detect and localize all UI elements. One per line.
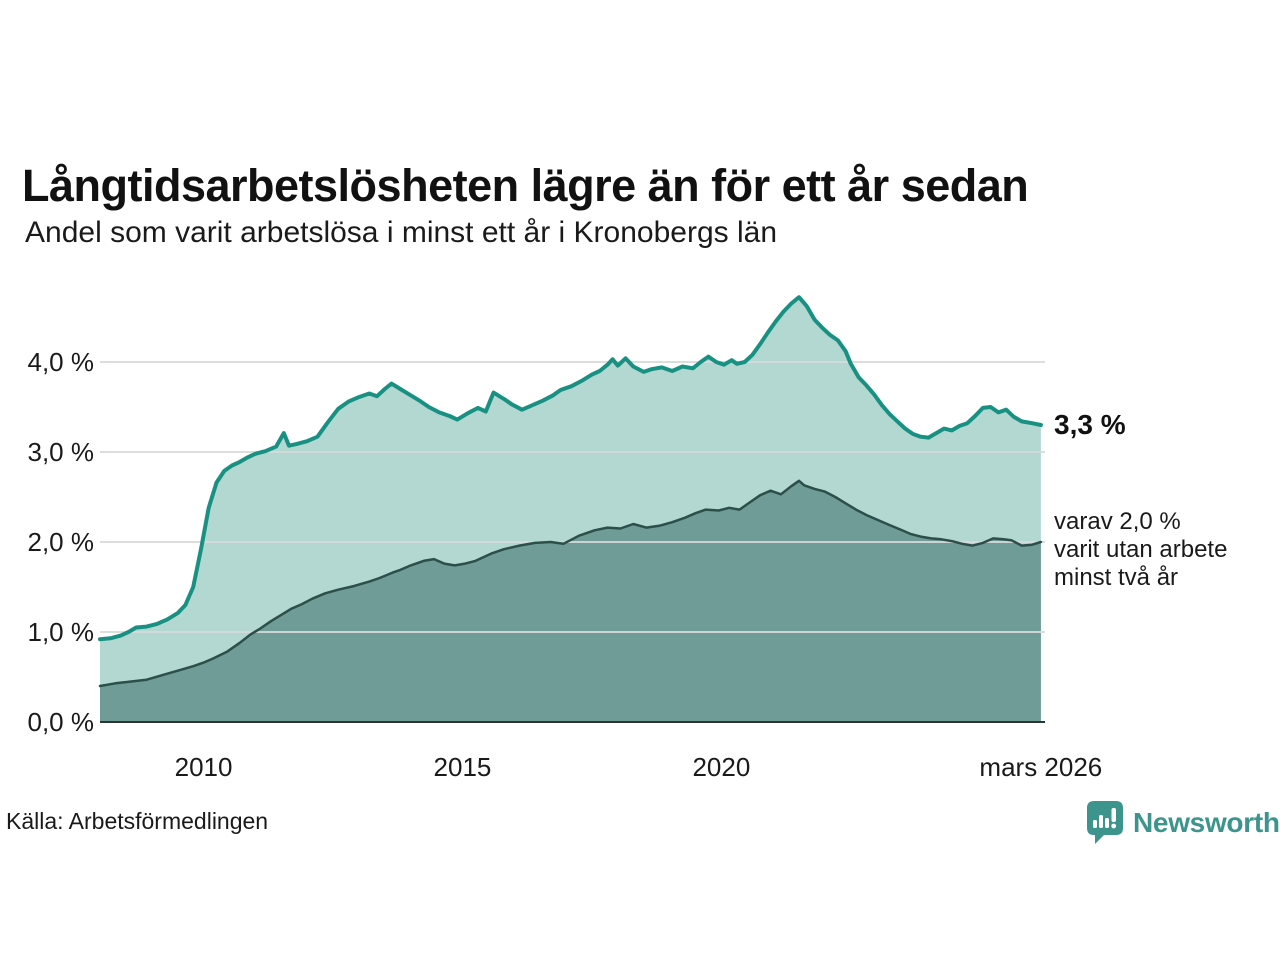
x-tick-2020: 2020	[692, 752, 751, 782]
page-title: Långtidsarbetslösheten lägre än för ett …	[22, 160, 1029, 212]
x-tick-2015: 2015	[433, 752, 492, 782]
brand-wordmark: Newsworthy	[1133, 806, 1280, 838]
y-tick-2,0 %: 2,0 %	[27, 527, 95, 557]
y-tick-4,0 %: 4,0 %	[27, 347, 95, 377]
y-tick-1,0 %: 1,0 %	[27, 617, 95, 647]
x-tick-mars 2026: mars 2026	[979, 752, 1103, 782]
two-year-annotation: varav 2,0 % varit utan arbete minst två …	[1054, 508, 1228, 591]
bar-chart-bubble-icon	[1087, 801, 1123, 844]
newsworthy-logo: Newsworthy	[1086, 800, 1280, 845]
series-fill-0	[100, 297, 1041, 722]
series-fill-1	[100, 480, 1041, 722]
series-line-1	[98, 479, 1043, 688]
source-note: Källa: Arbetsförmedlingen	[6, 808, 269, 834]
latest-total-annotation: 3,3 %	[1054, 409, 1126, 440]
page-subtitle: Andel som varit arbetslösa i minst ett å…	[25, 216, 778, 249]
series-line-0	[98, 295, 1043, 642]
y-tick-3,0 %: 3,0 %	[27, 437, 95, 467]
x-tick-2010: 2010	[174, 752, 233, 782]
y-tick-0,0 %: 0,0 %	[27, 707, 95, 737]
